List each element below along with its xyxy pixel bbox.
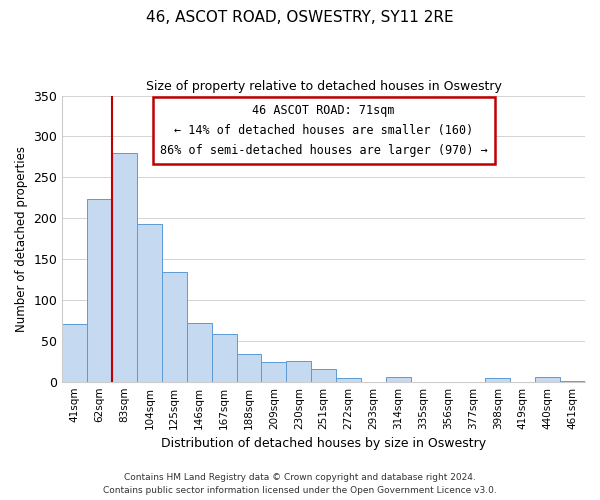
Text: 46, ASCOT ROAD, OSWESTRY, SY11 2RE: 46, ASCOT ROAD, OSWESTRY, SY11 2RE — [146, 10, 454, 25]
Bar — [535, 377, 560, 382]
Bar — [212, 334, 236, 382]
Bar — [112, 153, 137, 382]
Bar — [485, 378, 511, 382]
X-axis label: Distribution of detached houses by size in Oswestry: Distribution of detached houses by size … — [161, 437, 486, 450]
Bar — [137, 224, 162, 382]
Bar — [386, 377, 411, 382]
Bar — [286, 361, 311, 382]
Bar — [236, 354, 262, 382]
Bar — [187, 323, 212, 382]
Bar — [162, 272, 187, 382]
Bar — [336, 378, 361, 382]
Bar — [560, 381, 585, 382]
Bar — [62, 324, 87, 382]
Text: Contains HM Land Registry data © Crown copyright and database right 2024.
Contai: Contains HM Land Registry data © Crown c… — [103, 474, 497, 495]
Bar — [87, 198, 112, 382]
Title: Size of property relative to detached houses in Oswestry: Size of property relative to detached ho… — [146, 80, 502, 93]
Y-axis label: Number of detached properties: Number of detached properties — [15, 146, 28, 332]
Text: 46 ASCOT ROAD: 71sqm
← 14% of detached houses are smaller (160)
86% of semi-deta: 46 ASCOT ROAD: 71sqm ← 14% of detached h… — [160, 104, 488, 157]
Bar — [311, 370, 336, 382]
Bar — [262, 362, 286, 382]
